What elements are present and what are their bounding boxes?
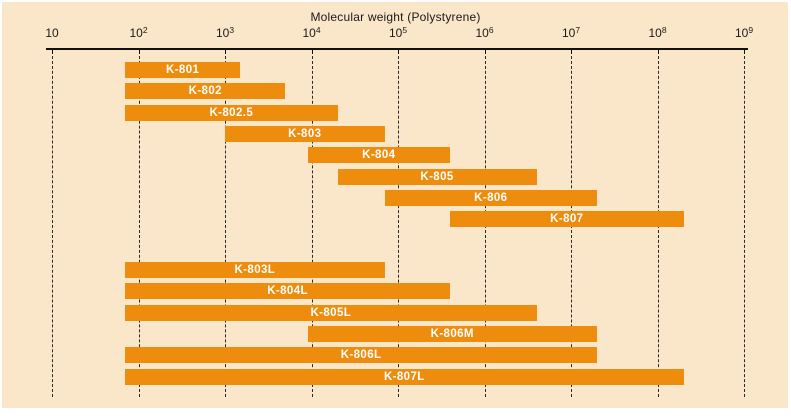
decade-gridline [52, 56, 53, 397]
axis-tick-label: 107 [561, 25, 581, 40]
range-bar-k-801: K-801 [125, 62, 241, 78]
axis-tick-mark [744, 49, 745, 54]
axis-tick-mark [225, 49, 226, 54]
axis-tick-mark [657, 49, 659, 54]
axis-tick-mark [398, 49, 399, 54]
column-name-label: K-804L [267, 285, 308, 298]
axis-tick-label: 104 [302, 25, 321, 40]
decade-gridline [225, 56, 226, 397]
range-bar-k-802.5: K-802.5 [125, 104, 338, 121]
range-bar-k-805l: K-805L [125, 304, 537, 321]
range-bar-k-804: K-804 [307, 147, 451, 164]
axis-tick-mark [571, 49, 572, 54]
column-name-label: K-803L [234, 264, 276, 277]
axis-tick-mark [138, 49, 140, 54]
decade-gridline [138, 56, 140, 397]
column-name-label: K-806L [340, 349, 382, 362]
axis-tick-label: 10 [45, 26, 59, 40]
x-axis-line [46, 48, 748, 50]
column-name-label: K-805 [420, 170, 454, 183]
decade-gridline [398, 56, 399, 397]
decade-gridline [744, 56, 745, 397]
axis-tick-mark [484, 49, 486, 54]
column-name-label: K-803 [288, 127, 322, 140]
axis-tick-mark [311, 49, 313, 54]
axis-tick-label: 102 [129, 25, 148, 40]
column-name-label: K-801 [165, 64, 200, 76]
range-bar-k-805: K-805 [337, 168, 537, 185]
axis-tick-label: 105 [388, 25, 408, 40]
axis-tick-label: 103 [215, 25, 235, 40]
column-name-label: K-807L [383, 370, 425, 383]
axis-tick-label: 109 [734, 25, 754, 40]
range-bar-k-807l: K-807L [125, 368, 684, 385]
column-name-label: K-806 [474, 191, 508, 204]
range-bar-k-803l: K-803L [125, 262, 385, 279]
column-name-label: K-805L [310, 306, 352, 319]
axis-tick-label: 108 [648, 25, 667, 40]
range-bar-k-802: K-802 [125, 83, 286, 100]
range-bar-k-807: K-807 [450, 211, 684, 228]
column-name-label: K-807 [550, 213, 584, 226]
range-bar-k-804l: K-804L [125, 283, 451, 300]
decade-gridline [311, 56, 313, 397]
range-bar-k-806l: K-806L [125, 347, 598, 364]
range-bar-k-806m: K-806M [307, 326, 598, 343]
axis-tick-label: 106 [475, 25, 494, 40]
x-axis-title: Molecular weight (Polystyrene) [310, 10, 481, 24]
column-name-label: K-804 [362, 149, 396, 162]
axis-tick-mark [52, 49, 53, 54]
column-name-label: K-806M [430, 328, 474, 341]
column-name-label: K-802.5 [209, 106, 254, 119]
range-bar-k-806: K-806 [384, 189, 598, 206]
column-name-label: K-802 [188, 85, 222, 98]
range-bar-k-803: K-803 [225, 125, 385, 142]
